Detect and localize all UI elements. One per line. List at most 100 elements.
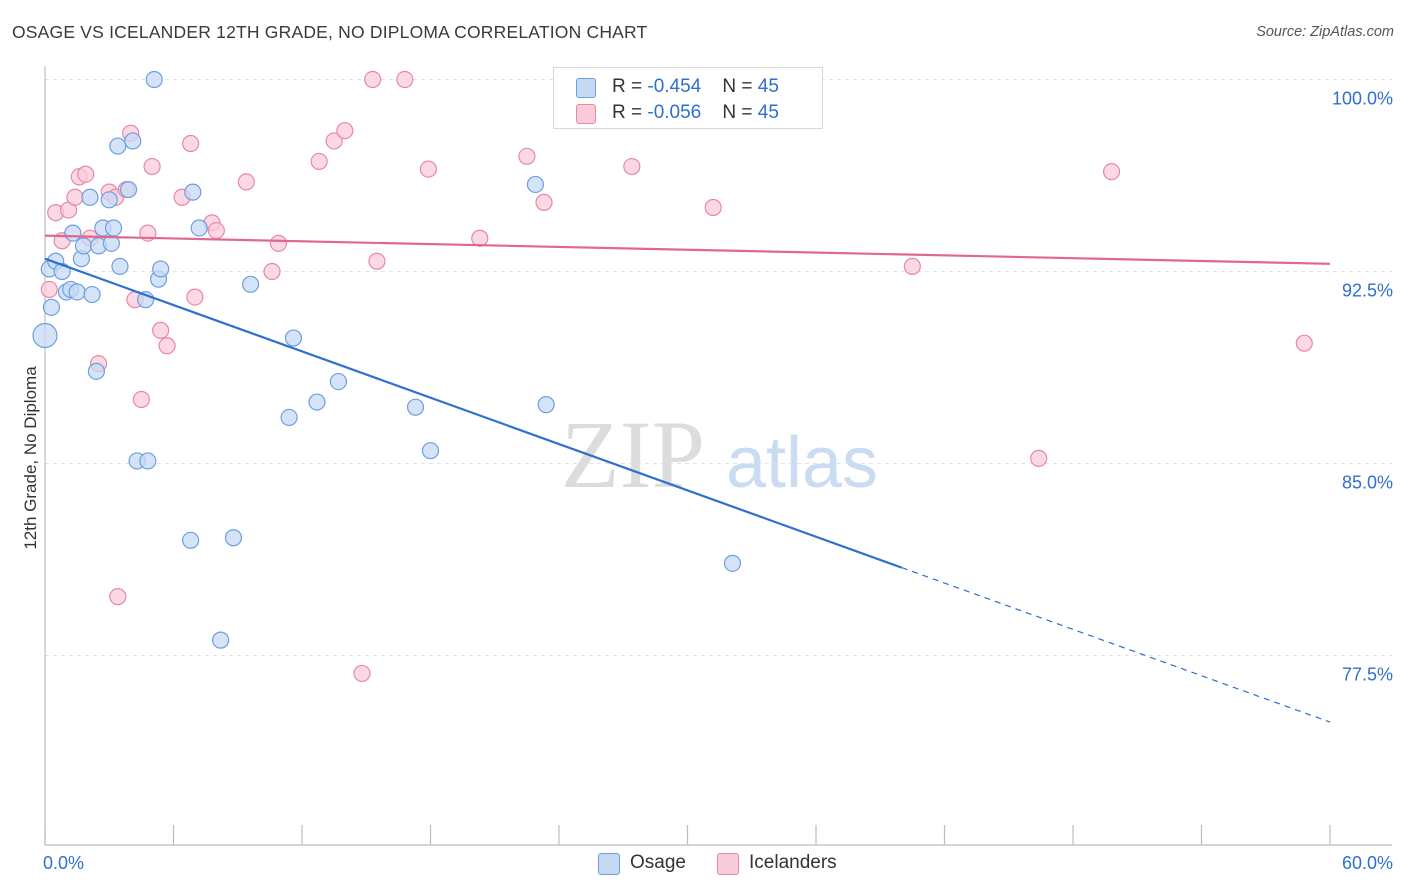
- icelanders-points: [40, 70, 1313, 683]
- icelanders-point: [132, 390, 150, 409]
- y-tick-label: 100.0%: [1332, 89, 1393, 109]
- osage-point: [81, 188, 99, 206]
- osage-point: [145, 70, 163, 89]
- osage-point: [119, 180, 138, 199]
- icelanders-point: [158, 337, 176, 355]
- icelanders-point: [704, 198, 722, 217]
- osage-point: [723, 554, 742, 572]
- icelanders-point: [1295, 334, 1313, 352]
- osage-point: [537, 396, 555, 414]
- osage-point: [190, 219, 208, 237]
- osage-point: [284, 329, 303, 347]
- trend-lines: [44, 234, 1331, 723]
- osage-point: [329, 372, 348, 391]
- icelanders-point: [325, 132, 343, 150]
- y-axis-label: 12th Grade, No Diploma: [21, 366, 40, 550]
- osage-point: [184, 183, 202, 201]
- n-label: N =: [722, 76, 758, 97]
- osage-points: [32, 70, 742, 649]
- r-label: R =: [612, 102, 648, 123]
- icelanders-point: [396, 70, 414, 89]
- osage-point: [139, 452, 157, 470]
- osage-point: [87, 362, 106, 380]
- n-label: N =: [722, 102, 758, 123]
- legend-label-osage: Osage: [630, 852, 686, 873]
- watermark-zip: ZIP: [561, 401, 705, 508]
- icelanders-point: [518, 147, 536, 165]
- osage-point: [64, 224, 82, 242]
- y-tick-label: 77.5%: [1342, 665, 1393, 685]
- icelanders-point: [152, 321, 170, 339]
- osage-point: [32, 322, 58, 349]
- osage-point: [68, 283, 86, 301]
- y-tick-label: 92.5%: [1342, 281, 1393, 301]
- icelanders-point: [419, 160, 437, 178]
- y-tick-label: 85.0%: [1342, 473, 1393, 493]
- icelanders-point: [353, 664, 371, 683]
- osage-point: [212, 631, 230, 649]
- osage-point: [53, 262, 71, 281]
- osage-point: [308, 393, 326, 411]
- icelanders-point: [471, 229, 489, 247]
- osage-trend-extension: [901, 567, 1331, 723]
- grid-lines: [45, 79, 1392, 656]
- osage-point: [526, 175, 545, 194]
- icelanders-swatch: [576, 104, 596, 124]
- osage-point: [111, 257, 129, 275]
- osage-point: [124, 132, 142, 150]
- icelanders-point: [903, 257, 921, 275]
- icelanders-point: [535, 193, 553, 211]
- x-tick-label: 60.0%: [1342, 853, 1393, 873]
- osage-trend-line: [44, 257, 903, 569]
- icelanders-point: [77, 165, 95, 183]
- osage-point: [83, 285, 101, 304]
- osage-point: [182, 531, 200, 549]
- source-label: Source: ZipAtlas.com: [1256, 24, 1394, 40]
- series-legend: Osage Icelanders: [0, 851, 1406, 881]
- r-label: R =: [612, 76, 648, 97]
- icelanders-point: [1030, 449, 1048, 467]
- osage-point: [242, 275, 260, 293]
- osage-swatch: [598, 853, 620, 875]
- icelanders-point: [182, 134, 200, 153]
- correlation-legend: R = -0.454 N = 45 R = -0.056 N = 45: [553, 67, 823, 129]
- icelanders-point: [143, 157, 161, 176]
- n-value-icelanders: 45: [757, 102, 779, 123]
- osage-point: [152, 260, 170, 278]
- icelanders-point: [109, 588, 127, 606]
- osage-point: [104, 219, 123, 237]
- icelanders-point: [186, 288, 204, 306]
- osage-swatch: [576, 78, 596, 98]
- n-value-osage: 45: [757, 76, 779, 97]
- icelanders-trend-line: [44, 234, 1331, 265]
- icelanders-swatch: [717, 853, 739, 875]
- icelanders-point: [368, 252, 386, 270]
- icelanders-point: [66, 188, 84, 206]
- watermark-atlas: atlas: [726, 423, 878, 503]
- icelanders-point: [1102, 163, 1121, 181]
- icelanders-point: [40, 280, 58, 299]
- tick-labels: 77.5% 85.0% 92.5% 100.0% 0.0% 60.0%: [43, 89, 1393, 874]
- icelanders-point: [207, 221, 225, 240]
- icelanders-point: [336, 122, 354, 140]
- axes: [44, 66, 1392, 846]
- osage-point: [406, 398, 425, 416]
- icelanders-point: [623, 157, 641, 176]
- osage-point: [224, 529, 243, 547]
- osage-point: [42, 298, 61, 316]
- r-value-osage: -0.454: [647, 76, 702, 97]
- osage-point: [109, 137, 127, 155]
- icelanders-point: [269, 234, 288, 252]
- icelanders-point: [364, 70, 382, 89]
- icelanders-point: [237, 173, 255, 191]
- osage-point: [421, 442, 440, 460]
- x-tick-label: 0.0%: [43, 853, 84, 873]
- chart-title: OSAGE VS ICELANDER 12TH GRADE, NO DIPLOM…: [12, 22, 648, 42]
- osage-point: [100, 191, 118, 209]
- icelanders-point: [263, 262, 281, 281]
- r-value-icelanders: -0.056: [647, 102, 702, 123]
- legend-label-icelanders: Icelanders: [749, 852, 837, 873]
- osage-point: [74, 237, 93, 255]
- osage-point: [280, 408, 298, 427]
